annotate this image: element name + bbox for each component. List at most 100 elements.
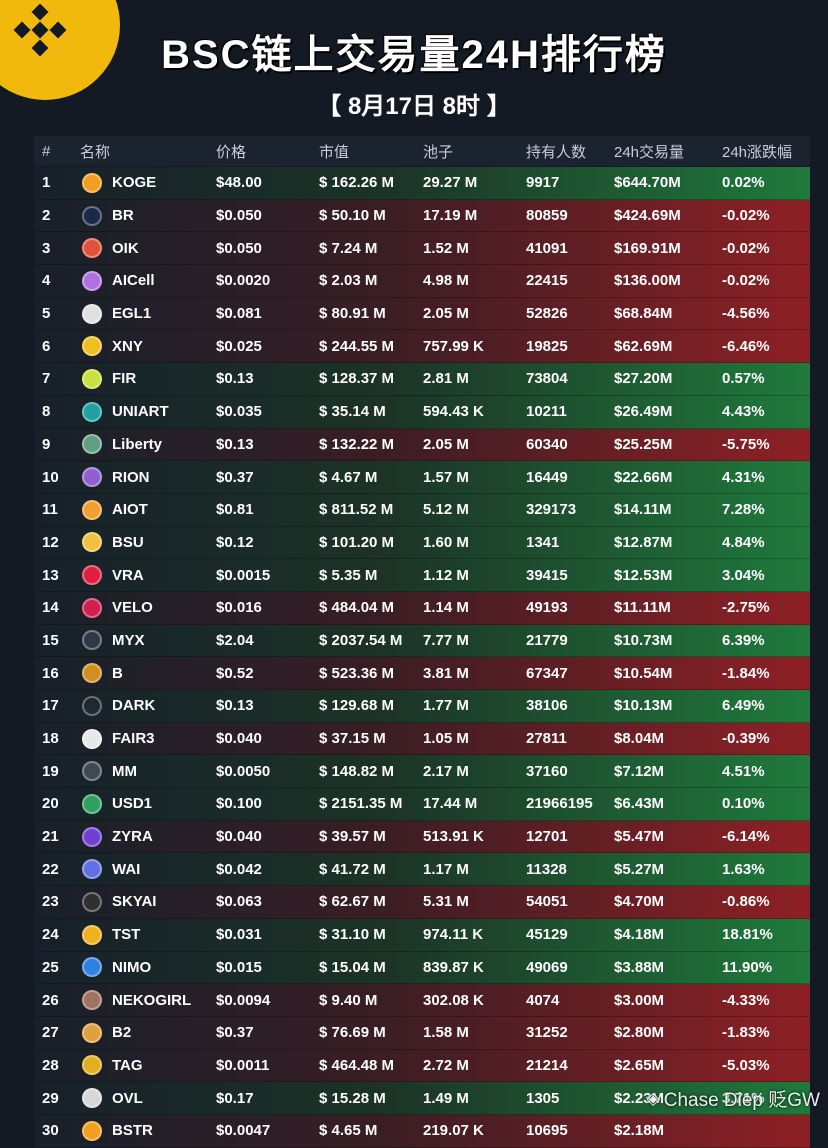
cell-price: $0.050 <box>216 239 262 257</box>
table-row: 18 FAIR3 $0.040 $ 37.15 M 1.05 M 27811 $8.04M -… <box>34 722 810 756</box>
cell-name: MM <box>80 761 216 782</box>
cell-price: $0.040 <box>216 828 262 846</box>
cell-volume: $2.18M <box>614 1122 665 1140</box>
table-row: 22 WAI $0.042 $ 41.72 M 1.17 M 11328 $5.27M 1.6… <box>34 853 810 887</box>
cell-pool: 757.99 K <box>423 337 484 355</box>
header-rank: # <box>42 142 51 160</box>
token-icon <box>82 793 102 814</box>
cell-holders: 37160 <box>526 762 568 780</box>
cell-change: 4.31% <box>722 468 765 486</box>
token-icon <box>82 924 102 945</box>
token-name: TST <box>112 926 141 944</box>
cell-mcap: $ 76.69 M <box>319 1024 386 1042</box>
cell-holders: 73804 <box>526 370 568 388</box>
token-name: NIMO <box>112 958 152 976</box>
cell-rank: 28 <box>42 1056 59 1074</box>
cell-pool: 1.49 M <box>423 1089 469 1107</box>
cell-mcap: $ 162.26 M <box>319 174 395 192</box>
cell-volume: $5.47M <box>614 828 665 846</box>
header-volume: 24h交易量 <box>614 143 685 161</box>
token-name: KOGE <box>112 174 157 192</box>
cell-change: -4.33% <box>722 991 770 1009</box>
cell-mcap: $ 464.48 M <box>319 1056 395 1074</box>
token-name: BSTR <box>112 1122 153 1140</box>
cell-name: FAIR3 <box>80 728 216 749</box>
cell-volume: $11.11M <box>614 599 671 617</box>
token-name: EGL1 <box>112 305 152 323</box>
table-row: 24 TST $0.031 $ 31.10 M 974.11 K 45129 $4.18M 1… <box>34 918 810 952</box>
cell-change: -4.56% <box>722 305 770 323</box>
cell-rank: 21 <box>42 828 59 846</box>
cell-change: 0.10% <box>722 795 765 813</box>
table-row: 27 B2 $0.37 $ 76.69 M 1.58 M 31252 $2.80M -1.83… <box>34 1016 810 1050</box>
cell-holders: 27811 <box>526 730 567 748</box>
table-row: 13 VRA $0.0015 $ 5.35 M 1.12 M 39415 $12.53M 3.… <box>34 559 810 592</box>
cell-pool: 974.11 K <box>423 926 484 944</box>
token-name: OIK <box>112 239 139 257</box>
table-row: 9 Liberty $0.13 $ 132.22 M 2.05 M 60340 $25.25… <box>34 428 810 462</box>
cell-rank: 13 <box>42 566 59 584</box>
cell-name: XNY <box>80 336 216 357</box>
cell-price: $0.52 <box>216 664 254 682</box>
table-row: 2 BR $0.050 $ 50.10 M 17.19 M 80859 $424.69M -0… <box>34 199 810 233</box>
cell-name: AIOT <box>80 499 216 520</box>
cell-price: $0.0011 <box>216 1056 270 1074</box>
cell-holders: 38106 <box>526 697 568 715</box>
cell-holders: 12701 <box>526 828 568 846</box>
cell-pool: 1.60 M <box>423 533 469 551</box>
cell-mcap: $ 4.65 M <box>319 1122 378 1140</box>
cell-change: -1.83% <box>722 1024 770 1042</box>
cell-pool: 2.17 M <box>423 762 469 780</box>
cell-pool: 302.08 K <box>423 991 484 1009</box>
token-name: MM <box>112 762 137 780</box>
cell-name: RION <box>80 467 216 488</box>
cell-volume: $22.66M <box>614 468 673 486</box>
header-change: 24h涨跌幅 <box>722 143 793 161</box>
cell-volume: $5.27M <box>614 860 665 878</box>
token-icon <box>82 270 102 291</box>
cell-rank: 22 <box>42 860 59 878</box>
cell-pool: 2.05 M <box>423 305 469 323</box>
cell-holders: 21779 <box>526 631 568 649</box>
cell-change: 3.71% <box>722 1089 765 1107</box>
cell-volume: $10.73M <box>614 631 673 649</box>
token-name: BSU <box>112 533 144 551</box>
token-icon <box>82 957 102 978</box>
cell-rank: 23 <box>42 893 59 911</box>
cell-name: ZYRA <box>80 826 216 847</box>
cell-pool: 1.17 M <box>423 860 469 878</box>
token-icon <box>82 891 102 912</box>
cell-rank: 26 <box>42 991 59 1009</box>
token-icon <box>82 499 102 520</box>
cell-volume: $2.23M <box>614 1089 665 1107</box>
token-name: UNIART <box>112 403 169 421</box>
cell-price: $0.0094 <box>216 991 271 1009</box>
header-pool: 池子 <box>423 143 454 161</box>
cell-holders: 16449 <box>526 468 568 486</box>
cell-price: $0.035 <box>216 403 262 421</box>
cell-rank: 30 <box>42 1122 59 1140</box>
cell-change: 11.90% <box>722 958 773 976</box>
token-name: WAI <box>112 860 141 878</box>
header-holders: 持有人数 <box>526 143 587 161</box>
cell-pool: 1.52 M <box>423 239 469 257</box>
cell-volume: $12.87M <box>614 533 673 551</box>
token-icon <box>82 532 102 553</box>
cell-volume: $27.20M <box>614 370 673 388</box>
cell-rank: 20 <box>42 795 59 813</box>
cell-price: $0.025 <box>216 337 262 355</box>
cell-rank: 4 <box>42 272 51 290</box>
cell-mcap: $ 80.91 M <box>319 305 386 323</box>
cell-mcap: $ 35.14 M <box>319 403 386 421</box>
cell-mcap: $ 39.57 M <box>319 828 386 846</box>
cell-mcap: $ 62.67 M <box>319 893 386 911</box>
cell-holders: 4074 <box>526 991 560 1009</box>
cell-change: -0.02% <box>722 272 770 290</box>
cell-pool: 5.31 M <box>423 893 469 911</box>
cell-rank: 17 <box>42 697 59 715</box>
token-name: OVL <box>112 1089 143 1107</box>
cell-holders: 21214 <box>526 1056 568 1074</box>
cell-pool: 3.81 M <box>423 664 469 682</box>
cell-rank: 24 <box>42 926 59 944</box>
token-name: FAIR3 <box>112 730 155 748</box>
